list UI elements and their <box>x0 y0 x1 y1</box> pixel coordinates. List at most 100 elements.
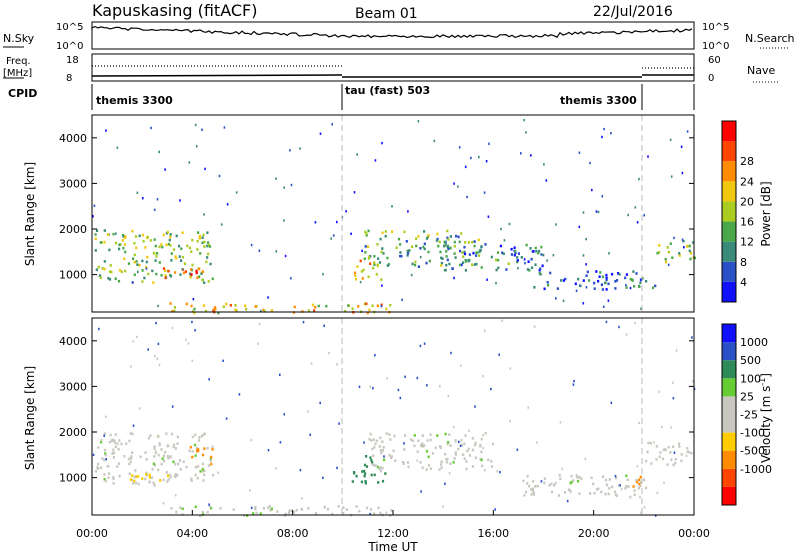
echo-cell <box>528 269 531 272</box>
echo-cell <box>174 271 177 274</box>
echo-cell <box>479 248 482 252</box>
echo-cell <box>244 304 247 308</box>
echo-cell <box>198 436 201 439</box>
echo-cell <box>645 280 648 283</box>
echo-cell <box>439 250 442 254</box>
echo-cell <box>317 304 320 308</box>
echo-cell <box>372 266 375 270</box>
echo-cell <box>167 242 170 246</box>
echo-cell <box>453 245 456 248</box>
echo-cell-sparse <box>464 165 467 169</box>
echo-cell <box>157 453 160 457</box>
echo-cell <box>445 255 448 258</box>
echo-cell <box>687 450 691 454</box>
echo-cell <box>553 484 556 487</box>
echo-cell-sparse <box>138 407 141 410</box>
x-tick-label: 04:00 <box>176 527 208 540</box>
echo-cell <box>154 259 157 262</box>
echo-cell <box>403 230 406 234</box>
echo-cell-sparse <box>653 441 655 444</box>
echo-cell-sparse <box>319 132 322 135</box>
echo-cell-sparse <box>578 151 581 154</box>
echo-cell <box>377 506 380 510</box>
echo-cell <box>145 266 148 269</box>
echo-cell <box>446 442 449 446</box>
echo-cell-sparse <box>142 197 144 200</box>
echo-cell <box>389 438 392 441</box>
echo-cell <box>447 238 450 241</box>
echo-cell-sparse <box>478 155 480 159</box>
echo-cell-sparse <box>401 298 403 301</box>
echo-cell <box>463 457 466 460</box>
echo-cell-sparse <box>279 373 281 376</box>
echo-cell <box>454 439 457 443</box>
echo-cell-sparse <box>498 353 500 356</box>
echo-cell <box>636 480 639 484</box>
echo-cell <box>449 235 452 238</box>
echo-cell-sparse <box>92 453 95 457</box>
echo-cell <box>245 307 248 311</box>
echo-cell <box>141 259 144 263</box>
echo-cell <box>364 245 367 248</box>
echo-cell <box>376 263 379 267</box>
echo-cell-sparse <box>222 359 224 362</box>
echo-cell <box>207 280 210 283</box>
echo-cell-sparse <box>410 273 413 277</box>
echo-cell <box>160 243 163 246</box>
echo-cell <box>201 278 204 282</box>
echo-cell <box>167 269 170 273</box>
echo-cell-sparse <box>692 380 694 383</box>
echo-cell <box>138 234 141 238</box>
echo-cell <box>406 254 409 257</box>
echo-cell-sparse <box>643 506 646 509</box>
echo-cell <box>471 240 474 244</box>
echo-cell-sparse <box>597 210 600 214</box>
colorbar-tick-label: 100 <box>740 372 761 385</box>
echo-cell <box>617 484 620 487</box>
echo-cell <box>139 455 142 459</box>
echo-cell <box>190 268 193 271</box>
echo-cell <box>556 287 559 290</box>
echo-cell <box>161 245 164 249</box>
echo-cell <box>669 451 672 454</box>
echo-cell <box>460 232 463 235</box>
echo-cell <box>463 252 467 256</box>
echo-cell <box>605 288 608 291</box>
echo-cell <box>496 251 500 254</box>
y-tick-label: 4000 <box>59 132 87 145</box>
echo-cell <box>209 457 212 461</box>
echo-cell <box>363 257 366 261</box>
echo-cell-sparse <box>419 256 422 259</box>
echo-cell <box>615 476 618 480</box>
echo-cell <box>365 302 368 305</box>
echo-cell <box>625 286 628 289</box>
echo-cell <box>473 244 476 248</box>
echo-cell <box>147 436 150 440</box>
echo-cell <box>232 508 235 511</box>
echo-cell-sparse <box>483 329 486 332</box>
echo-cell <box>118 247 121 251</box>
colorbar-swatch <box>722 414 736 433</box>
echo-cell <box>95 229 99 232</box>
echo-cell <box>137 482 140 486</box>
echo-cell <box>381 466 384 470</box>
echo-cell <box>434 446 437 450</box>
echo-cell <box>153 445 156 448</box>
echo-cell-sparse <box>540 480 543 483</box>
y-tick-label: 2000 <box>59 223 87 236</box>
echo-cell <box>443 244 446 248</box>
echo-cell <box>399 243 402 246</box>
echo-cell-sparse <box>582 254 585 257</box>
echo-cell <box>375 272 378 276</box>
echo-cell <box>510 247 513 251</box>
echo-cell <box>385 307 388 311</box>
echo-cell <box>94 469 98 473</box>
echo-cell <box>214 306 217 309</box>
echo-cell-sparse <box>629 286 632 290</box>
echo-cell <box>355 474 358 478</box>
echo-cell-sparse <box>381 284 383 287</box>
echo-cell <box>667 445 670 449</box>
velocity-panel: 1000 2000 3000 4000 Slant Range [km] 1000 50… <box>23 317 773 554</box>
echo-cell <box>447 247 450 251</box>
echo-cell <box>197 465 200 468</box>
